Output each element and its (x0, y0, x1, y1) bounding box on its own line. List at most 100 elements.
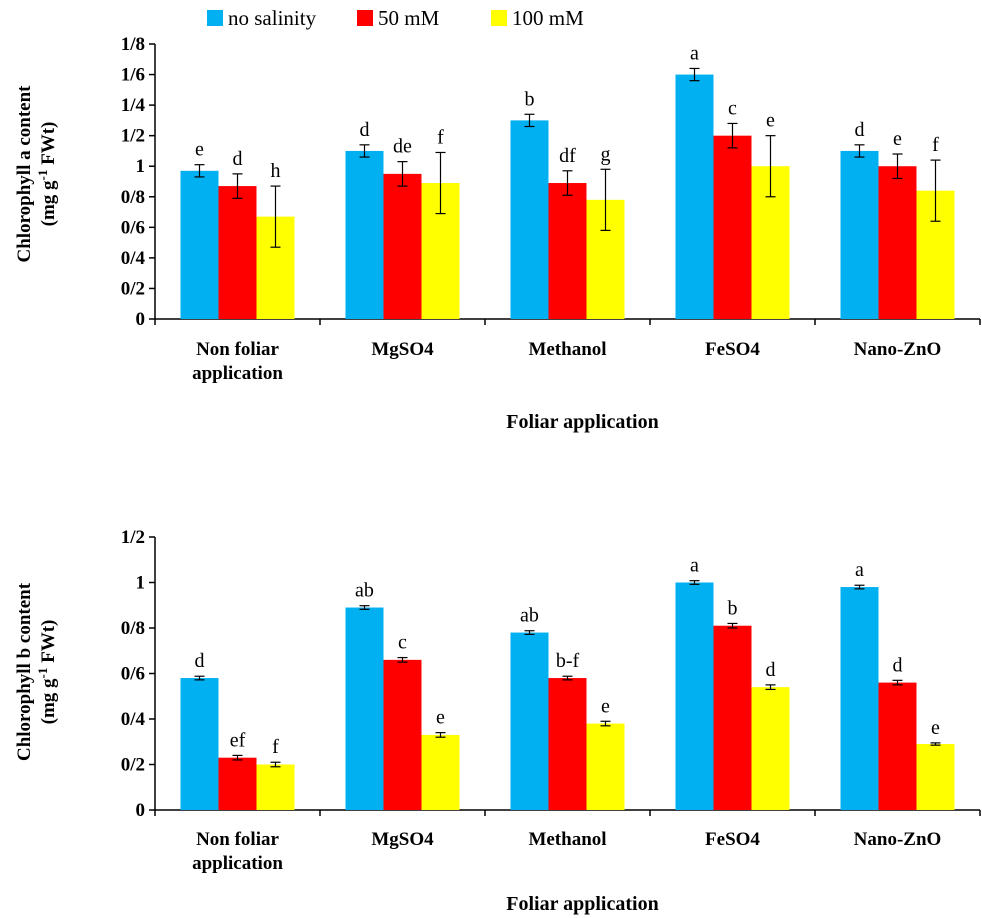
significance-letter: e (436, 707, 445, 729)
legend-swatch (491, 10, 507, 26)
significance-letter: d (360, 119, 370, 141)
x-category-label: MgSO4 (371, 339, 434, 360)
bar (548, 678, 587, 810)
x-category-label: Nano-ZnO (854, 339, 942, 360)
bar (675, 582, 714, 810)
significance-letter: e (931, 717, 940, 739)
significance-letter: ef (230, 729, 246, 751)
y-axis-unit: (mg g-1 FWt) (35, 122, 59, 227)
bar (256, 764, 295, 810)
x-category-label: FeSO4 (705, 339, 760, 360)
unit-part: (mg g (38, 180, 59, 226)
y-tick-label: 0/2 (121, 278, 145, 299)
bar (840, 587, 879, 810)
unit-part: FWt) (38, 122, 59, 170)
legend-label: 50 mM (378, 6, 440, 30)
unit-part: FWt) (38, 620, 59, 668)
significance-letter: de (393, 136, 412, 158)
y-tick-label: 1/6 (121, 65, 145, 86)
x-category-label: application (192, 853, 283, 874)
bar (548, 183, 587, 319)
chart-legend: no salinity 50 mM 100 mM (207, 6, 584, 30)
unit-superscript: -1 (35, 170, 50, 181)
bar (510, 120, 549, 319)
significance-letter: f (272, 736, 279, 758)
x-category-label: Methanol (528, 829, 606, 850)
y-axis-unit: (mg g-1 FWt) (35, 620, 59, 725)
y-tick-label: 1/2 (121, 527, 145, 548)
y-tick-label: 0/6 (121, 217, 145, 238)
bar (383, 659, 422, 810)
significance-letter: e (893, 128, 902, 150)
significance-letter: d (233, 148, 243, 170)
significance-letter: d (195, 650, 205, 672)
significance-letter: c (398, 632, 407, 654)
significance-letter: d (766, 659, 776, 681)
y-tick-label: 0/2 (121, 755, 145, 776)
unit-part: (mg g (38, 678, 59, 724)
significance-letter: e (601, 695, 610, 717)
bar (916, 744, 955, 810)
x-category-label: FeSO4 (705, 829, 760, 850)
legend-swatch (357, 10, 373, 26)
x-axis-title: Foliar application (506, 893, 658, 915)
y-tick-label: 0/4 (121, 709, 146, 730)
y-tick-label: 0 (136, 309, 146, 330)
x-category-label: Nano-ZnO (854, 829, 942, 850)
significance-letter: e (195, 139, 204, 161)
bar (218, 757, 257, 810)
y-tick-label: 1 (136, 573, 146, 594)
significance-letter: a (690, 42, 699, 64)
y-tick-label: 0/4 (121, 248, 146, 269)
significance-letter: ab (355, 580, 374, 602)
bar (510, 632, 549, 810)
y-tick-label: 1/2 (121, 126, 145, 147)
legend-swatch (207, 10, 223, 26)
y-axis-title: Chlorophyll a content (14, 85, 35, 263)
significance-letter: a (690, 555, 699, 577)
bar (713, 625, 752, 810)
bar (878, 166, 917, 319)
significance-letter: d (893, 654, 903, 676)
y-tick-label: 0/6 (121, 664, 145, 685)
legend-label: no salinity (228, 6, 317, 30)
x-category-label: Non foliar (196, 339, 279, 360)
unit-superscript: -1 (35, 668, 50, 679)
significance-letter: g (601, 143, 611, 165)
y-tick-label: 1 (136, 156, 146, 177)
x-category-label: Methanol (528, 339, 606, 360)
significance-letter: b (728, 597, 738, 619)
significance-letter: b-f (556, 650, 580, 672)
significance-letter: f (932, 134, 939, 156)
y-tick-label: 0 (136, 800, 146, 821)
bar (180, 170, 219, 319)
bar (751, 687, 790, 810)
legend-label: 100 mM (512, 6, 584, 30)
x-category-label: Non foliar (196, 829, 279, 850)
chlorophyll-b-chart: 0 0/2 0/4 0/6 0/8 1 1/2 Non foliar application d e… (14, 527, 981, 915)
significance-letter: df (559, 145, 576, 167)
bar (421, 734, 460, 810)
significance-letter: ab (520, 605, 539, 627)
x-category-label: application (192, 363, 283, 384)
bar (675, 74, 714, 319)
significance-letter: h (271, 160, 281, 182)
y-tick-label: 0/8 (121, 187, 145, 208)
bar (345, 150, 384, 319)
bar (586, 723, 625, 810)
bar (840, 150, 879, 319)
bar (218, 186, 257, 319)
significance-letter: d (855, 119, 865, 141)
bar (180, 678, 219, 810)
significance-letter: c (728, 97, 737, 119)
bar (713, 135, 752, 319)
bar (345, 607, 384, 810)
x-axis-title: Foliar application (506, 411, 658, 433)
x-category-label: MgSO4 (371, 829, 434, 850)
bar (878, 682, 917, 810)
y-axis-title: Chlorophyll b content (14, 582, 35, 761)
significance-letter: a (855, 559, 864, 581)
y-tick-label: 0/8 (121, 618, 145, 639)
y-tick-label: 1/4 (121, 95, 146, 116)
